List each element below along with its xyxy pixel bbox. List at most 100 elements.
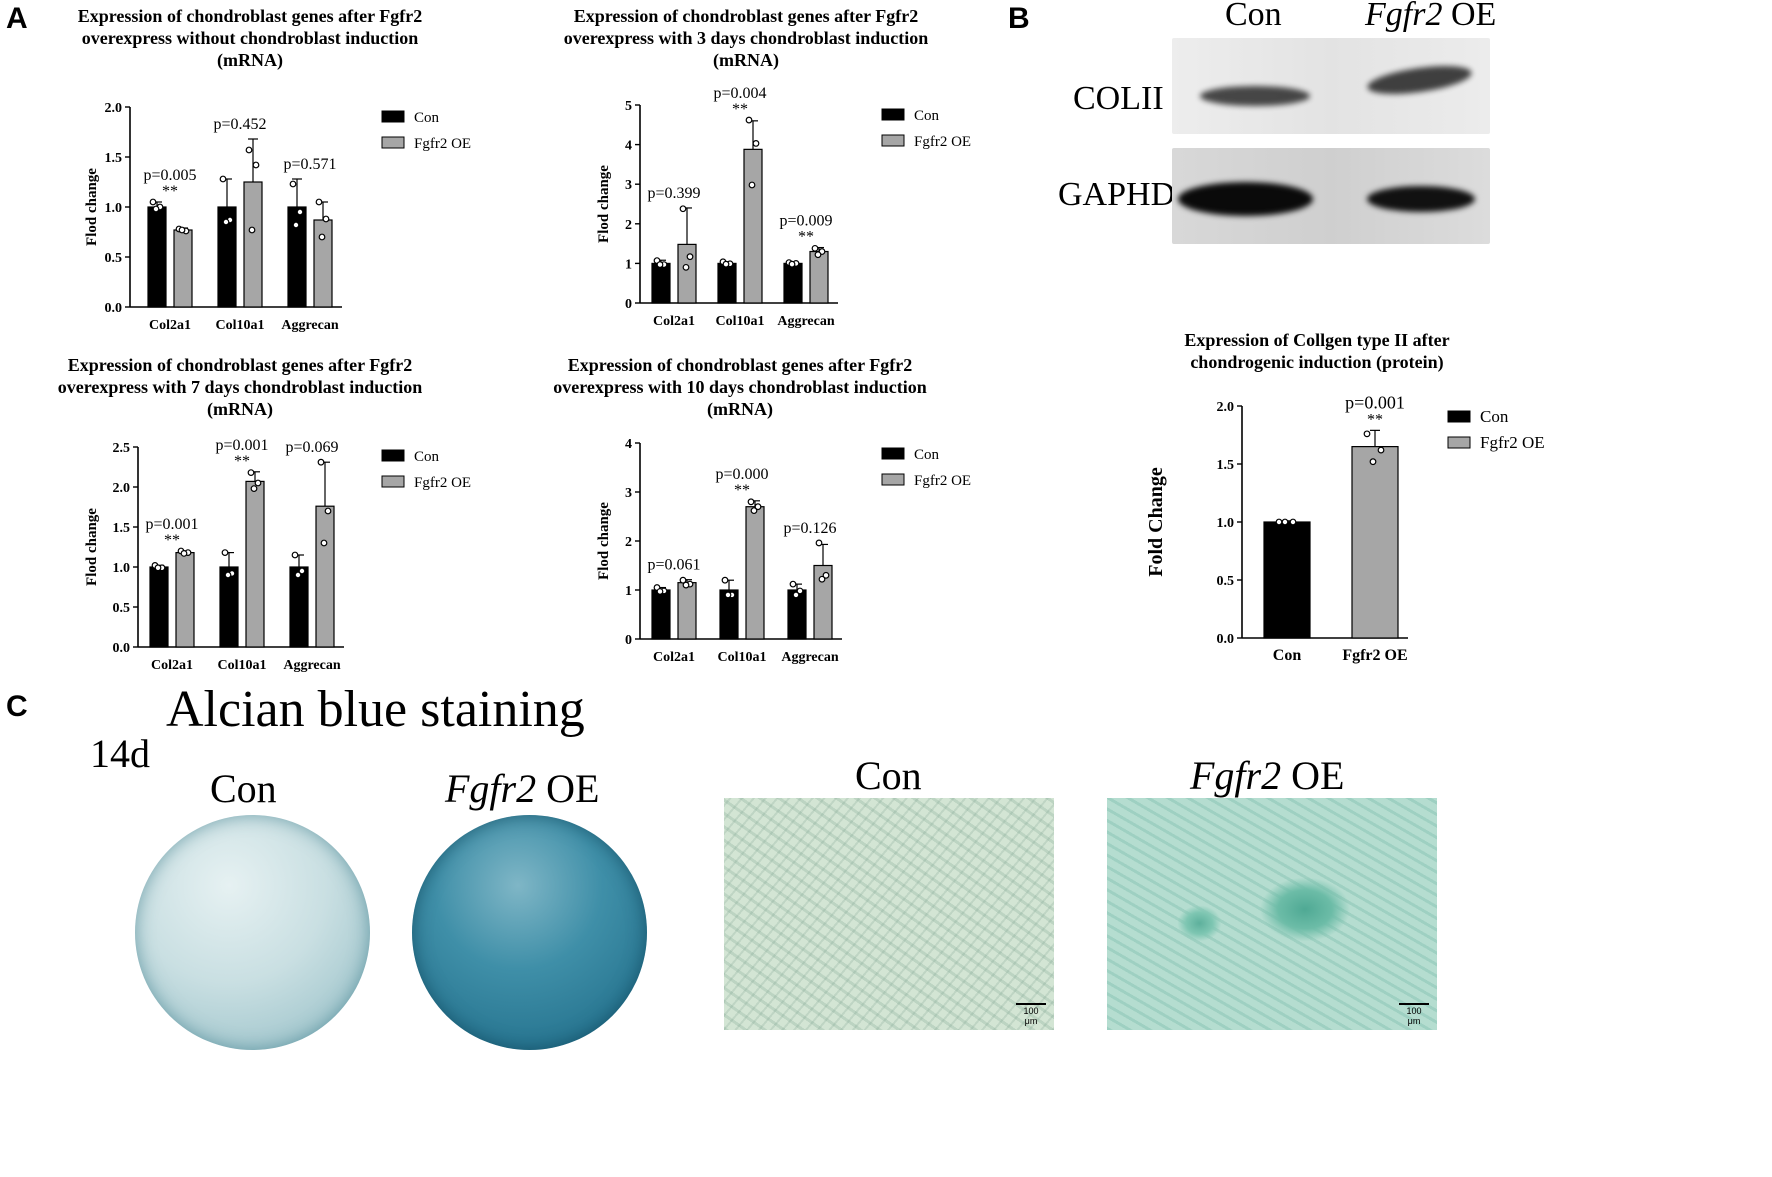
x-category-label: Col10a1: [718, 650, 767, 665]
data-point: [745, 116, 753, 124]
y-tick-label: 0.0: [113, 641, 131, 656]
data-point: [656, 261, 664, 268]
bar: [717, 262, 737, 304]
y-tick-label: 1.0: [113, 561, 131, 576]
data-point: [152, 205, 160, 213]
data-point: [811, 244, 819, 252]
x-category-label: Con: [1273, 647, 1302, 664]
bar: [1263, 521, 1311, 639]
chart-title-line: Expression of chondroblast genes after F…: [68, 355, 413, 375]
bar: [783, 262, 803, 304]
p-value-label: p=0.571: [283, 156, 336, 173]
data-point: [722, 260, 730, 268]
bar: [289, 566, 309, 648]
data-point: [747, 498, 755, 506]
chart-mrna-3-days: Expression of chondroblast genes after F…: [564, 6, 971, 329]
y-tick-label: 2: [625, 535, 632, 550]
x-category-label: Aggrecan: [283, 658, 340, 673]
bar: [175, 552, 195, 648]
wb-col-con: Con: [1225, 0, 1282, 33]
data-point: [748, 181, 756, 189]
data-point: [320, 539, 328, 547]
bar: [313, 219, 333, 308]
bar: [173, 229, 193, 308]
data-point: [750, 507, 758, 515]
blot-colii: [1172, 38, 1490, 134]
data-point: [788, 260, 796, 268]
data-point: [250, 485, 258, 493]
bar: [651, 589, 671, 640]
significance-stars: **: [234, 453, 250, 470]
data-point: [656, 588, 664, 595]
data-point: [1281, 518, 1289, 526]
data-point: [1369, 458, 1377, 466]
p-value-label: p=0.399: [647, 185, 700, 202]
data-point: [1363, 430, 1371, 438]
data-point: [822, 571, 830, 579]
bar: [315, 505, 335, 648]
scalebar-oe-bar: [1399, 1003, 1429, 1005]
y-tick-label: 0.0: [1217, 632, 1235, 647]
chart-mrna-7-days: Expression of chondroblast genes after F…: [58, 355, 471, 673]
y-axis-label: Flod change: [84, 508, 100, 586]
y-tick-label: 4: [625, 437, 632, 452]
y-axis-label: Fold Change: [1145, 467, 1167, 577]
dish-label-con: Con: [210, 766, 277, 811]
bar: [243, 181, 263, 308]
bar: [651, 262, 671, 304]
data-point: [247, 469, 255, 476]
data-point: [682, 263, 690, 271]
bar: [245, 480, 265, 648]
data-point: [818, 575, 826, 583]
scalebar-con-label: 100 μm: [1023, 1006, 1039, 1026]
micro-label-con: Con: [855, 753, 922, 798]
legend-label: Con: [414, 449, 440, 465]
data-point: [224, 571, 232, 579]
x-category-label: Col10a1: [218, 658, 267, 673]
panel-letter-c: C: [6, 690, 28, 723]
y-axis-label: Flod change: [596, 502, 612, 580]
x-category-label: Col2a1: [151, 658, 193, 673]
dish-label-oe-gene: Fgfr2: [445, 766, 537, 811]
data-point: [219, 175, 227, 183]
data-point: [248, 226, 256, 234]
p-value-label: p=0.000: [715, 466, 768, 483]
p-value-label: p=0.001: [1345, 392, 1405, 412]
y-tick-label: 2.5: [113, 441, 131, 456]
y-axis-label: Flod change: [84, 168, 100, 246]
y-tick-label: 2.0: [113, 481, 131, 496]
legend-label: Con: [414, 110, 440, 126]
chart-title-line: (mRNA): [713, 50, 779, 71]
micrograph-con: 100 μm: [724, 798, 1054, 1030]
chart-protein-colii: Expression of Collgen type II afterchond…: [1145, 330, 1545, 664]
data-point: [679, 205, 687, 213]
micro-label-oe: Fgfr2 OE: [1190, 752, 1344, 799]
wb-row-gaphd: GAPHD: [1058, 176, 1176, 213]
y-tick-label: 1.0: [105, 201, 123, 216]
y-tick-label: 0.5: [113, 601, 131, 616]
chart-title-line: Expression of chondroblast genes after F…: [568, 355, 913, 375]
p-value-label: p=0.126: [783, 520, 836, 537]
bar: [1351, 445, 1399, 639]
y-axis-label: Flod change: [596, 165, 612, 243]
data-point: [222, 218, 230, 226]
staining-title: Alcian blue staining: [166, 681, 585, 738]
y-tick-label: 1: [625, 584, 632, 599]
p-value-label: p=0.004: [713, 85, 766, 102]
wb-col-oe-gene: Fgfr2: [1365, 0, 1443, 33]
data-point: [149, 198, 157, 206]
x-category-label: Col10a1: [716, 314, 765, 329]
data-point: [254, 479, 262, 487]
data-point: [298, 567, 306, 575]
dish-oe: [412, 815, 647, 1050]
data-point: [1275, 518, 1283, 526]
band-colii-con: [1200, 86, 1310, 106]
significance-stars: **: [734, 482, 750, 499]
data-point: [252, 161, 260, 169]
chart-title-line: Expression of chondroblast genes after F…: [78, 6, 423, 26]
dish-label-oe: Fgfr2 OE: [445, 765, 599, 812]
chart-title-line: chondrogenic induction (protein): [1190, 352, 1443, 373]
band-colii-oe: [1365, 60, 1474, 100]
scalebar-oe-label: 100 μm: [1406, 1006, 1422, 1026]
chart-title-line: (mRNA): [217, 50, 283, 71]
